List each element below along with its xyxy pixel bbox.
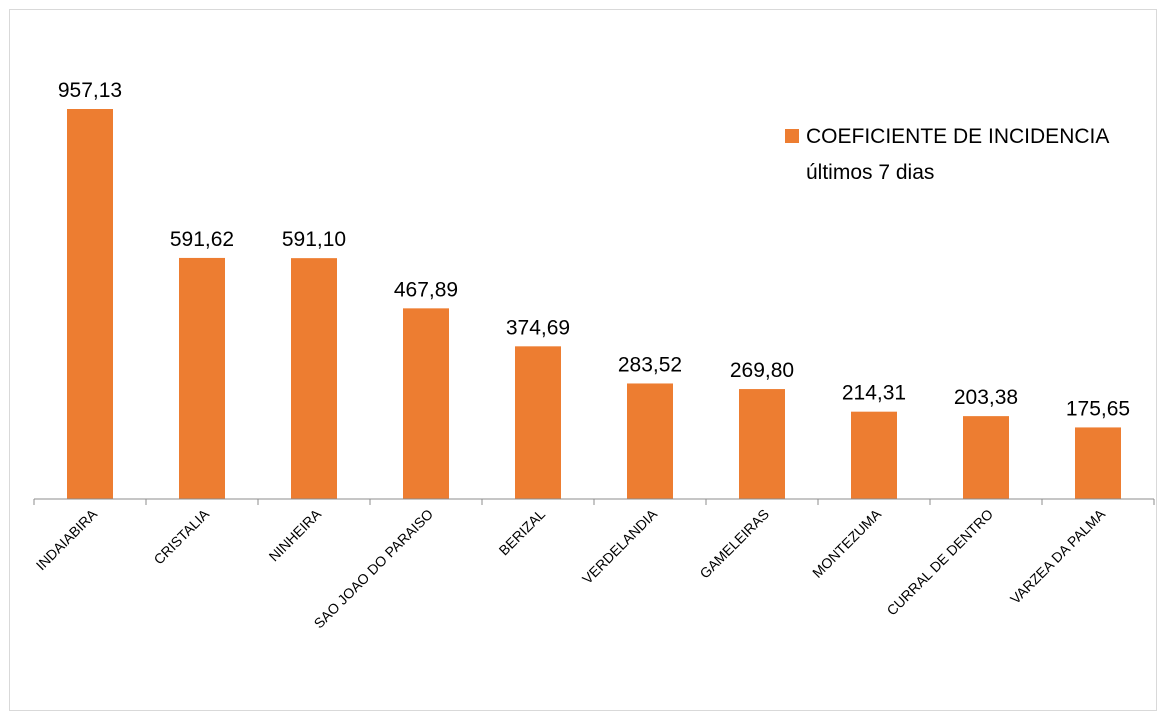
category-label: SAO JOAO DO PARAISO [311, 506, 437, 632]
bar [403, 308, 449, 499]
legend-label-line1: COEFICIENTE DE INCIDENCIA [806, 125, 1109, 148]
chart-frame: COEFICIENTE DE INCIDENCIA últimos 7 dias… [9, 9, 1157, 711]
category-label: BERIZAL [496, 506, 549, 559]
category-label: CRISTALIA [150, 505, 212, 567]
x-axis-ticks [33, 499, 1155, 505]
bar [851, 411, 897, 499]
bar-value-label: 591,62 [170, 228, 234, 251]
bar-value-label: 175,65 [1066, 397, 1130, 420]
bar [179, 257, 225, 499]
category-label: NINHEIRA [265, 505, 324, 564]
bar-value-label: 214,31 [842, 382, 906, 405]
bar-value-label: 957,13 [58, 79, 122, 102]
bar-value-label: 467,89 [394, 278, 458, 301]
category-label: MONTEZUMA [809, 505, 885, 581]
bar [67, 109, 113, 499]
bar-value-label: 203,38 [954, 386, 1018, 409]
bar [963, 416, 1009, 499]
bar-chart: COEFICIENTE DE INCIDENCIA últimos 7 dias… [33, 79, 1155, 631]
bar [739, 389, 785, 499]
bar-value-label: 374,69 [506, 316, 570, 339]
legend-swatch [785, 129, 799, 143]
bars-group [67, 109, 1121, 499]
bar [627, 383, 673, 499]
value-labels-group: 957,13 591,62 591,10 467,89 374,69 283,52 269,… [58, 79, 1130, 420]
legend-label-line2: últimos 7 dias [806, 161, 934, 184]
category-label: VARZEA DA PALMA [1007, 505, 1109, 607]
bar [1075, 427, 1121, 499]
category-label: GAMELEIRAS [696, 506, 772, 582]
category-label: INDAIABIRA [33, 505, 101, 573]
category-label: CURRAL DE DENTRO [883, 506, 996, 619]
bar [291, 258, 337, 499]
bar-value-label: 591,10 [282, 228, 346, 251]
bar-value-label: 283,52 [618, 353, 682, 376]
bar-value-label: 269,80 [730, 359, 794, 382]
category-label: VERDELANDIA [579, 505, 661, 587]
bar [515, 346, 561, 499]
legend: COEFICIENTE DE INCIDENCIA últimos 7 dias [785, 125, 1109, 184]
